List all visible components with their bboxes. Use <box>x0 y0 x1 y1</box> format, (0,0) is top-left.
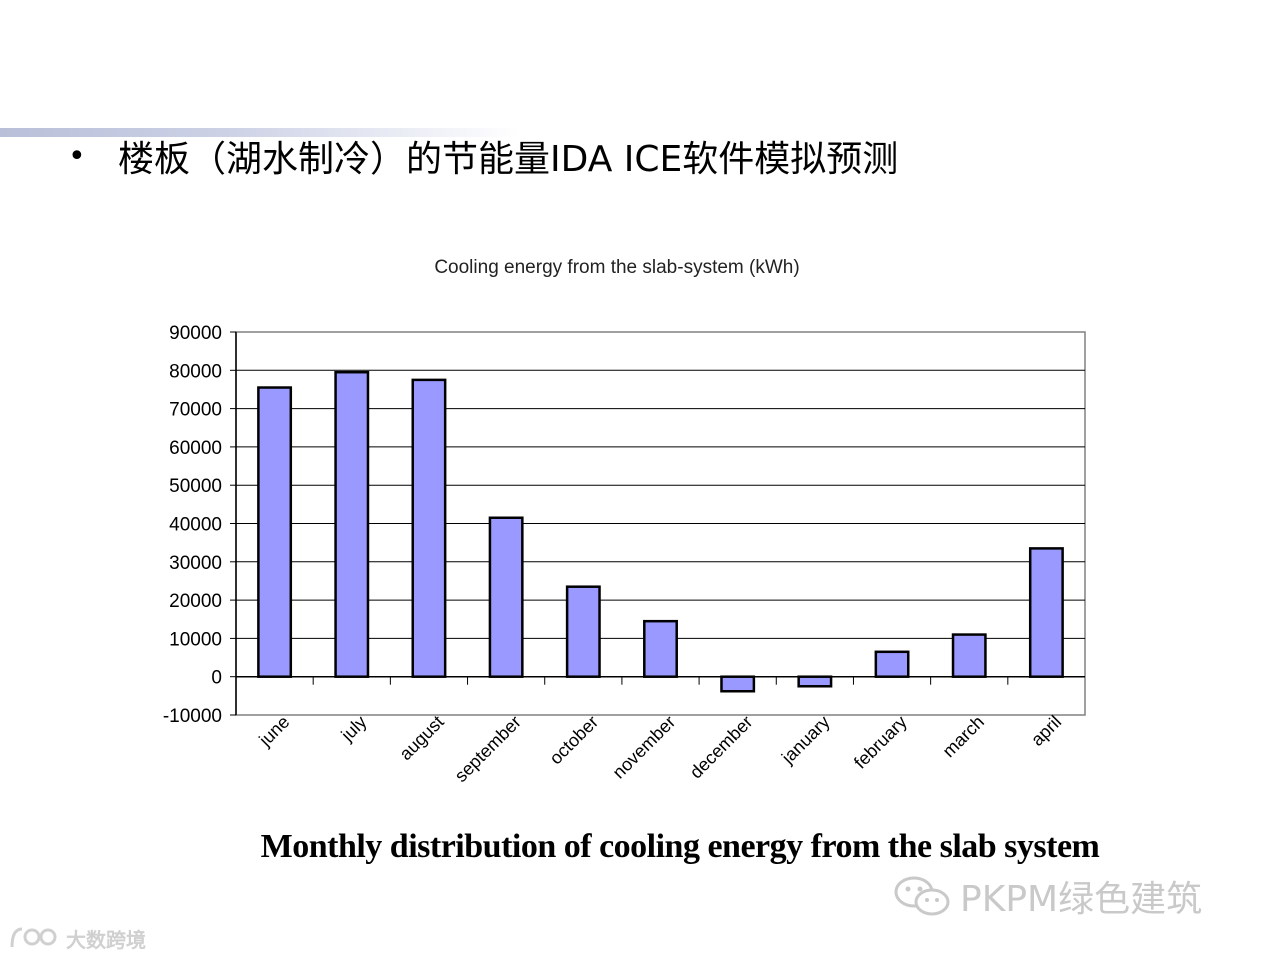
y-tick-label: -10000 <box>163 706 222 727</box>
y-tick-label: 90000 <box>169 323 222 344</box>
y-tick-label: 70000 <box>169 400 222 421</box>
x-tick-label-october: october <box>546 712 603 769</box>
bar-march <box>951 633 987 678</box>
watermark-left: 大数跨境 <box>8 920 146 956</box>
y-tick-label: 60000 <box>169 438 222 459</box>
bar-january <box>797 675 833 688</box>
watermark-left-text: 大数跨境 <box>66 927 146 952</box>
watermark-right: PKPM绿色建筑 <box>892 868 1202 924</box>
y-tick-label: 50000 <box>169 476 222 497</box>
y-tick-label: 80000 <box>169 361 222 382</box>
bar-february <box>874 650 910 678</box>
x-tick-label-february: february <box>850 712 911 773</box>
x-tick-label-august: august <box>395 712 447 764</box>
x-tick-label-september: september <box>451 712 525 786</box>
bar-june <box>257 386 293 678</box>
bar-october <box>565 585 601 678</box>
watermark-right-text: PKPM绿色建筑 <box>960 879 1203 920</box>
x-tick-label-june: june <box>255 712 294 751</box>
y-tick-label: 30000 <box>169 553 222 574</box>
y-tick-label: 0 <box>211 668 222 689</box>
x-tick-label-january: january <box>777 712 834 769</box>
slide-title-text: 楼板（湖水制冷）的节能量IDA ICE软件模拟预测 <box>118 139 899 180</box>
x-tick-label-december: december <box>686 712 757 783</box>
title-accent-rule <box>0 128 520 137</box>
x-tick-label-july: july <box>337 712 371 746</box>
y-tick-label: 10000 <box>169 629 222 650</box>
slide-title: • 楼板（湖水制冷）的节能量IDA ICE软件模拟预测 <box>68 128 1168 184</box>
y-tick-label: 40000 <box>169 515 222 536</box>
bar-september <box>488 516 524 678</box>
bar-august <box>411 378 447 678</box>
x-tick-label-november: november <box>609 712 680 783</box>
brand-logo-icon <box>10 927 57 948</box>
y-tick-label: 20000 <box>169 591 222 612</box>
x-tick-label-march: march <box>939 712 989 762</box>
bullet-marker: • <box>68 138 86 174</box>
bar-july <box>334 370 370 678</box>
bar-december <box>720 675 756 693</box>
chart-title: Cooling energy from the slab-system (kWh… <box>434 257 799 278</box>
x-tick-label-april: april <box>1027 712 1065 750</box>
wechat-icon <box>894 876 950 916</box>
bar-april <box>1028 547 1064 678</box>
bar-november <box>643 619 678 678</box>
chart-caption: Monthly distribution of cooling energy f… <box>260 828 1100 865</box>
